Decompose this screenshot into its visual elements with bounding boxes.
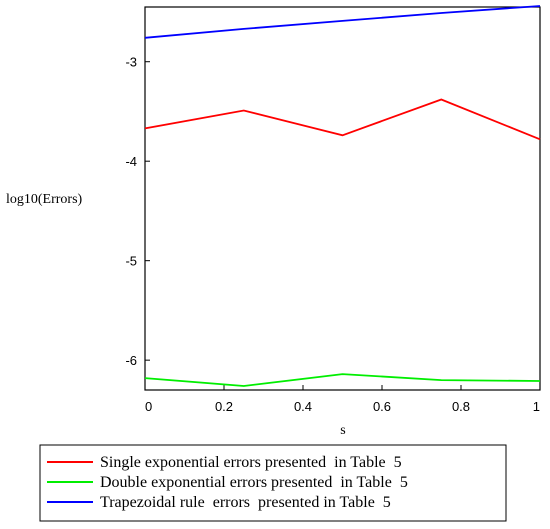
- y-axis-label: log10(Errors): [6, 192, 83, 207]
- x-axis: 0 0.2 0.4 0.6 0.8 1: [144, 385, 541, 414]
- y-tick-label: -6: [125, 353, 137, 368]
- x-axis-label: s: [340, 423, 345, 438]
- x-tick-label: 0: [145, 399, 152, 414]
- legend: Single exponential errors presented in T…: [39, 444, 507, 522]
- series-line-3: [144, 5, 541, 39]
- series-lines: [144, 5, 541, 387]
- y-axis: -3 -4 -5 -6: [125, 55, 150, 368]
- y-tick-label: -3: [125, 55, 137, 70]
- legend-label-3: Trapezoidal rule errors presented in Tab…: [100, 494, 391, 511]
- x-tick-label: 0.8: [452, 399, 470, 414]
- x-tick-label: 1: [533, 399, 540, 414]
- x-tick-label: 0.2: [215, 399, 233, 414]
- x-tick-label: 0.6: [373, 399, 391, 414]
- plot-area: [144, 6, 541, 391]
- series-line-1: [144, 98, 541, 141]
- series-line-2: [144, 373, 541, 387]
- x-tick-label: 0.4: [294, 399, 312, 414]
- legend-label-2: Double exponential errors presented in T…: [100, 474, 408, 491]
- y-tick-label: -5: [125, 254, 137, 269]
- legend-label-1: Single exponential errors presented in T…: [100, 454, 402, 471]
- legend-box: [39, 444, 507, 522]
- y-tick-label: -4: [125, 154, 137, 169]
